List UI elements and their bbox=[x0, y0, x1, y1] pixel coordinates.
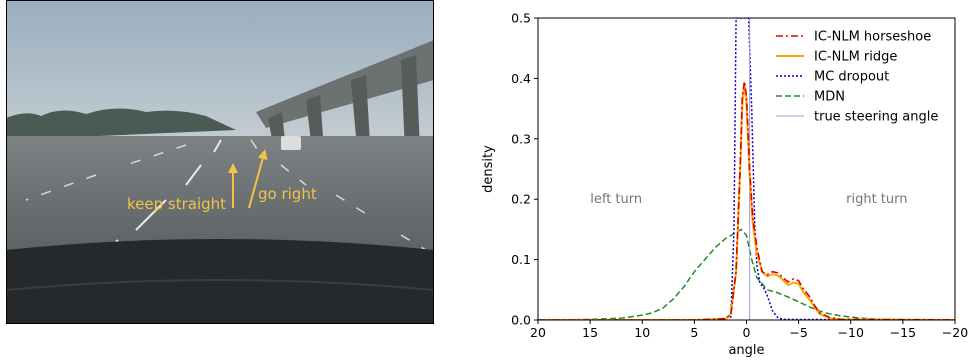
x-tick-label: −5 bbox=[789, 325, 807, 340]
lane-markings bbox=[97, 139, 222, 261]
y-tick-label: 0.4 bbox=[511, 71, 531, 86]
car-hood bbox=[6, 239, 434, 324]
plot-frame bbox=[537, 17, 956, 321]
annotation-right-turn: right turn bbox=[846, 192, 907, 207]
overpass bbox=[256, 40, 434, 128]
annotation-left-turn: left turn bbox=[590, 192, 642, 207]
go-right-label: go right bbox=[258, 185, 317, 203]
legend-label-mdn: MDN bbox=[814, 90, 845, 105]
y-tick-label: 0.5 bbox=[511, 11, 531, 26]
dashcam-photo: keep straight go right bbox=[6, 0, 434, 324]
series-mdn bbox=[538, 228, 955, 320]
hood-highlight bbox=[6, 279, 434, 291]
x-tick-label: −10 bbox=[838, 325, 864, 340]
legend-label-mc-dropout: MC dropout bbox=[814, 70, 889, 85]
series-ic-nlm-horseshoe bbox=[538, 80, 955, 320]
series-ic-nlm-ridge bbox=[538, 83, 955, 320]
keep-straight-label: keep straight bbox=[127, 195, 226, 213]
x-tick-label: 10 bbox=[634, 325, 650, 340]
x-tick-label: 5 bbox=[690, 325, 698, 340]
x-tick-label: 0 bbox=[743, 325, 751, 340]
lane-markings-right bbox=[250, 139, 434, 256]
x-tick-label: 20 bbox=[530, 325, 546, 340]
legend-label-ic-nlm-horseshoe: IC-NLM horseshoe bbox=[814, 30, 931, 45]
arrow-go-right bbox=[248, 149, 268, 209]
x-tick-label: −15 bbox=[890, 325, 916, 340]
y-tick-label: 0.3 bbox=[511, 131, 531, 146]
legend-label-ic-nlm-ridge: IC-NLM ridge bbox=[814, 50, 897, 65]
x-tick-label: 15 bbox=[582, 325, 598, 340]
y-tick-label: 0.2 bbox=[511, 192, 531, 207]
series-mc-dropout bbox=[538, 18, 955, 320]
lane-markings-left bbox=[25, 144, 187, 201]
legend-label-true-steering-angle: true steering angle bbox=[814, 110, 938, 125]
y-tick-label: 0.1 bbox=[511, 252, 531, 267]
x-axis-label: angle bbox=[728, 343, 764, 358]
x-tick-label: −20 bbox=[942, 325, 968, 340]
trees-left bbox=[6, 108, 236, 140]
y-tick-label: 0.0 bbox=[511, 313, 531, 328]
y-axis-label: density bbox=[481, 145, 496, 193]
car-ahead bbox=[281, 136, 301, 150]
